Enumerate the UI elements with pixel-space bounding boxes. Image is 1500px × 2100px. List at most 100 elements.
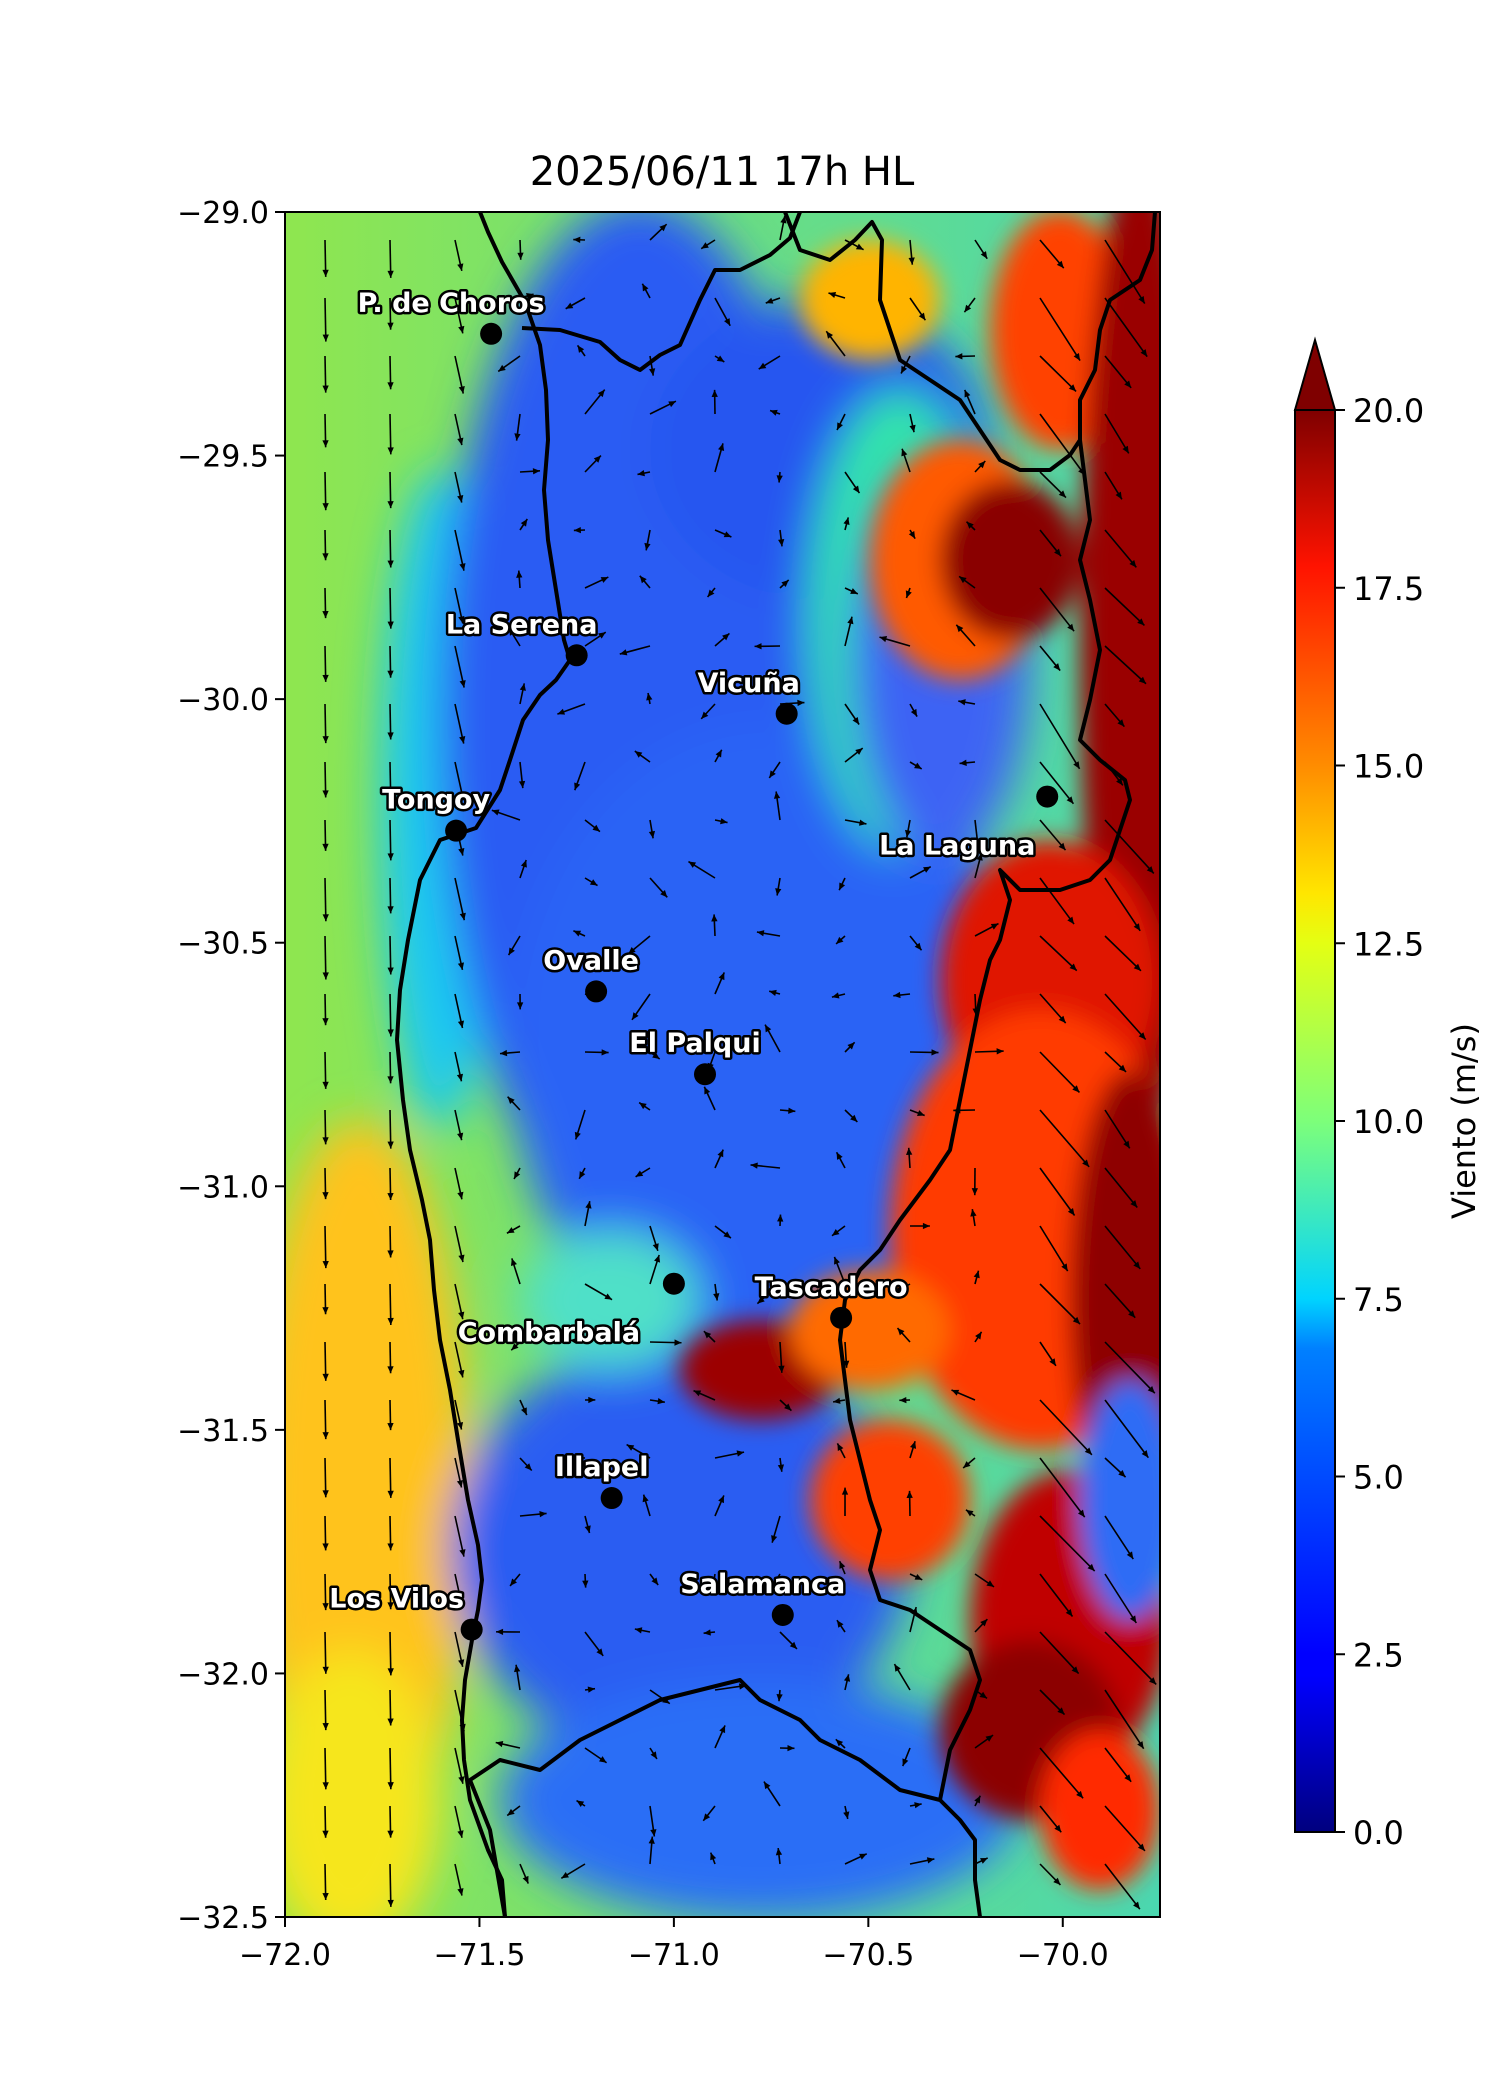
wind-vector-head [631,1012,639,1020]
city-label: Salamanca [680,1569,845,1600]
wind-vector-head [387,1250,394,1258]
wind-vector-head [1116,777,1123,786]
city-marker[interactable]: Salamanca [678,1566,848,1626]
wind-vector-head [972,1008,979,1016]
wind-vector-head [499,1049,508,1057]
wind-vector-head [322,1543,329,1551]
city-marker[interactable]: Ovalle [541,943,641,1003]
wind-vector-head [651,1577,659,1585]
wind-vector-head [573,930,582,937]
colorbar-gradient [1294,409,1336,1833]
wind-vector-head [693,1390,702,1397]
city-marker[interactable]: Illapel [552,1450,651,1510]
wind-vector-head [584,1525,591,1534]
wind-vector-head [322,1723,329,1731]
wind-vector-head [718,1495,724,1504]
wind-vector-head [524,1463,532,1471]
wind-vector-head [1133,923,1141,931]
city-marker[interactable]: Combarbalá [455,1272,685,1351]
wind-vector-head [322,843,329,851]
city-marker[interactable]: La Serena [443,607,600,667]
wind-vector [389,1631,392,1676]
wind-vector-head [649,368,656,376]
wind-vector [324,877,327,922]
wind-vector [1039,1747,1084,1799]
wind-vector-head [1067,1207,1075,1216]
city-marker[interactable]: Vicuña [695,665,802,725]
wind-vector-head [456,1073,464,1082]
wind-vector-head [923,866,931,873]
city-dot [771,1603,794,1626]
city-dot [460,1618,483,1641]
wind-vector-head [901,448,908,457]
wind-vector-head [516,570,523,578]
wind-vector-head [1118,1064,1127,1072]
wind-vector-head [457,1830,464,1838]
wind-vector-head [457,263,464,271]
wind-vector-head [589,879,598,886]
wind-vector-head [775,1848,783,1856]
wind-vector-head [843,517,850,525]
x-tick-label: −71.0 [628,1938,720,1973]
wind-vector-head [458,1254,465,1263]
city-label: Illapel [555,1452,649,1483]
wind-vector-head [598,632,606,639]
wind-vector [1104,239,1146,304]
wind-vector-head [322,1261,329,1269]
wind-vector-head [1146,866,1154,874]
wind-vector-head [539,1510,547,1518]
wind-vector-head [765,1024,772,1033]
wind-vector [1104,1515,1134,1560]
wind-vector-head [588,1396,596,1404]
wind-vector-head [738,1683,747,1690]
wind-vector-head [387,1668,394,1676]
wind-vector-head [322,736,329,744]
wind-vector-head [1129,1615,1137,1623]
city-marker[interactable]: Los Vilos [327,1581,483,1641]
wind-vector-head [322,1892,329,1901]
wind-vector-head [650,1829,657,1837]
wind-vector-head [978,460,986,469]
wind-vector [1039,1051,1081,1094]
wind-vector-head [855,748,863,755]
wind-vector-head [906,1147,913,1155]
wind-vector-head [387,967,394,975]
city-marker[interactable]: Tascadero [752,1269,910,1329]
city-marker[interactable]: Tongoy [380,782,493,842]
wind-vector-head [510,1578,517,1586]
city-marker[interactable]: El Palqui [627,1026,763,1086]
wind-vector-head [707,589,715,598]
colorbar-tick-label: 2.5 [1353,1636,1404,1674]
wind-vector-head [495,1740,504,1748]
regional-border [468,211,982,1918]
wind-vector-head [322,1603,329,1611]
wind-vector-head [514,1664,521,1673]
wind-vector-head [634,751,643,758]
wind-vector-head [600,577,609,583]
wind-vector-head [601,1049,609,1056]
wind-vector [1104,1863,1141,1910]
wind-vector [1039,1573,1074,1618]
wind-vector-head [387,1490,394,1498]
x-tick-label: −71.5 [433,1938,525,1973]
city-marker[interactable]: P. de Choros [355,285,547,345]
wind-vector-head [770,409,778,416]
wind-vector-head [985,1735,994,1742]
wind-vector-head [769,770,776,778]
wind-vector-head [834,1256,840,1265]
city-marker[interactable]: La Laguna [877,785,1059,864]
wind-vector-head [852,485,860,494]
wind-vector-head [1069,963,1077,971]
y-tick-label: −32.0 [177,1657,269,1692]
wind-vector-head [1138,1032,1146,1040]
wind-vector-head [716,355,725,362]
wind-vector [1039,1109,1090,1168]
city-dot [694,1063,716,1086]
wind-vector-head [1067,916,1075,925]
wind-vector-head [458,792,465,801]
wind-vector-head [458,1659,465,1667]
wind-vector-head [956,624,964,633]
wind-vector-head [387,732,394,740]
wind-vector-head [322,1782,329,1790]
wind-vector-head [701,711,709,719]
